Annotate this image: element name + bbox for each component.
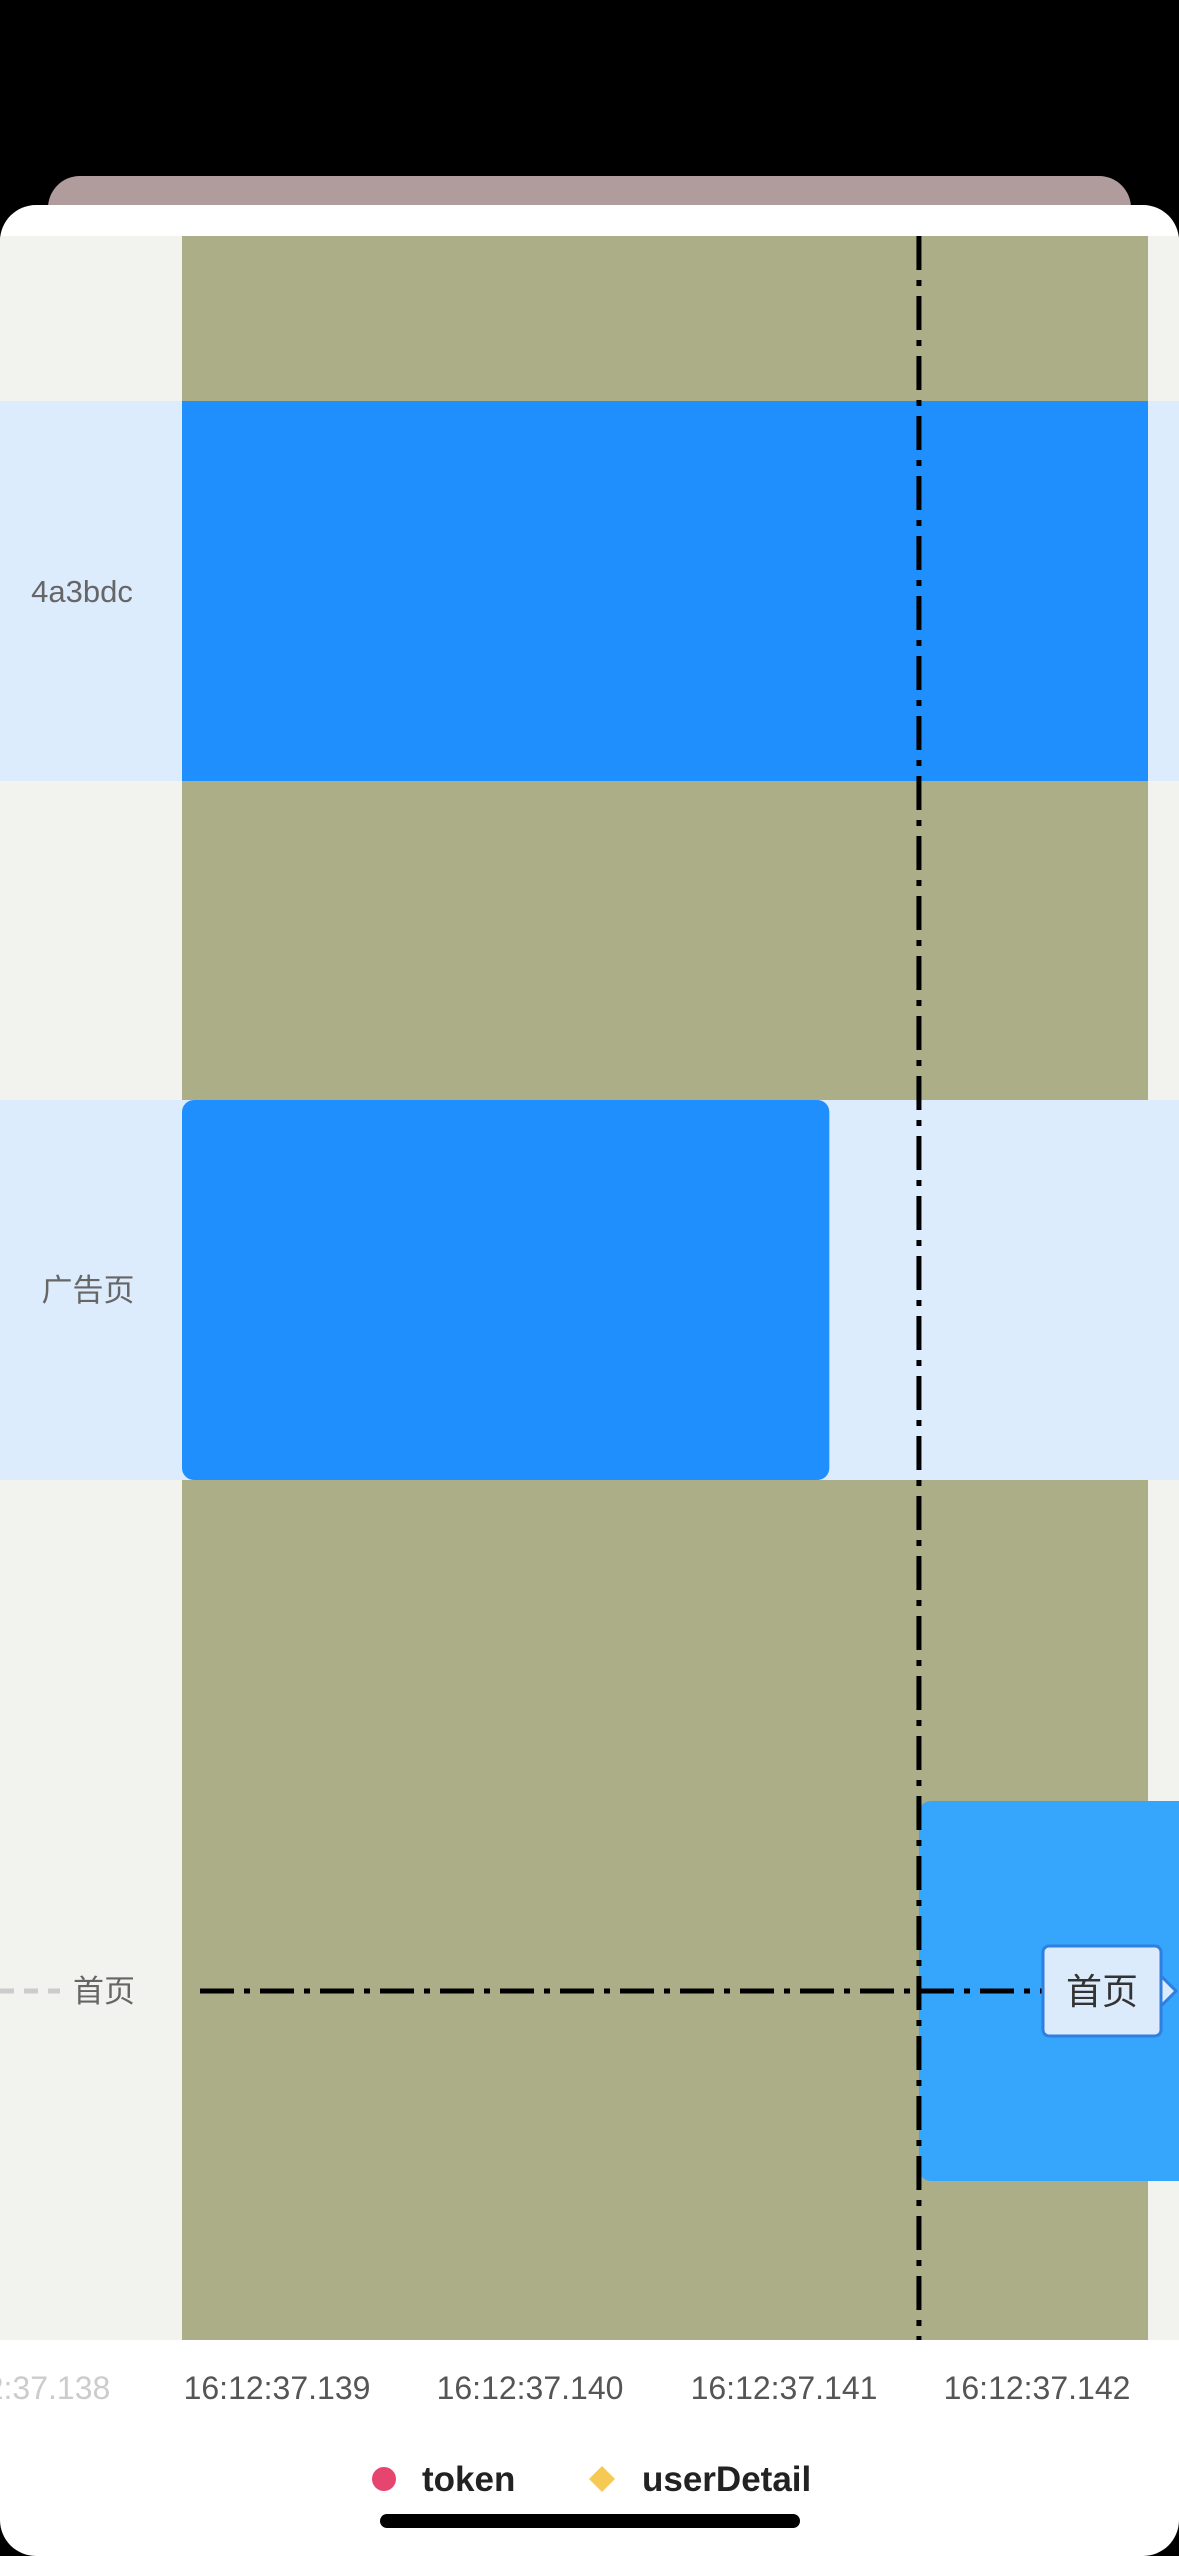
legend-label-userDetail[interactable]: userDetail (642, 2460, 811, 2499)
legend-marker-token[interactable] (372, 2467, 396, 2491)
category-label: 首页 (73, 1974, 135, 2009)
x-axis-ticks: 2:37.138 16:12:37.139 16:12:37.140 16:12:37… (0, 2370, 1130, 2406)
legend-marker-userDetail[interactable] (589, 2466, 615, 2492)
x-tick-label: 16:12:37.140 (437, 2370, 624, 2406)
x-tick-label: 16:12:37.142 (944, 2370, 1131, 2406)
home-indicator[interactable] (380, 2514, 800, 2528)
legend: token userDetail (372, 2460, 811, 2499)
tooltip-arrow (1159, 1972, 1179, 2010)
bar-2[interactable] (182, 1100, 830, 1480)
bar-1[interactable] (182, 401, 1148, 781)
tooltip: 首页 (1041, 1944, 1179, 2038)
tooltip-text: 首页 (1066, 1971, 1138, 2012)
bars (182, 401, 1179, 2181)
category-label: 4a3bdc (31, 574, 133, 609)
legend-label-token[interactable]: token (422, 2460, 515, 2499)
x-tick-label: 16:12:37.141 (691, 2370, 878, 2406)
x-tick-label: 16:12:37.139 (184, 2370, 371, 2406)
crosshair (0, 236, 1045, 2340)
category-label: 广告页 (42, 1273, 135, 1308)
x-tick-label: 2:37.138 (0, 2370, 110, 2406)
